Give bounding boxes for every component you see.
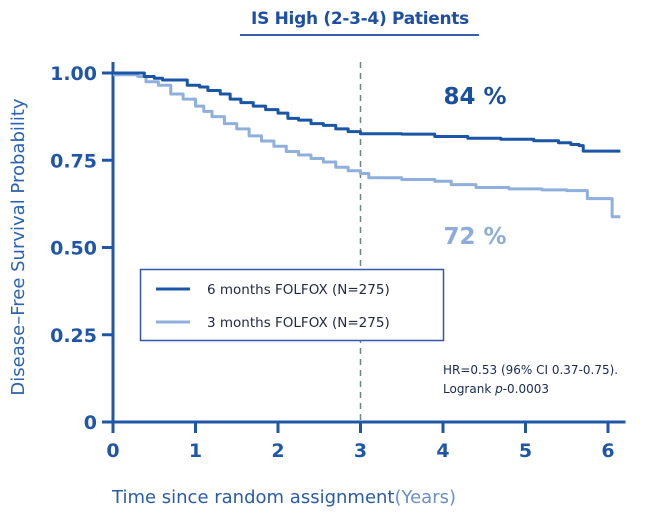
y-axis-label: Disease–Free Survival Probability	[8, 98, 29, 396]
x-axis-label-unit: (Years)	[394, 487, 456, 508]
hazard-ratio-text: HR=0.53 (96% CI 0.37-0.75).	[443, 363, 618, 377]
y-tick-label: 0.25	[50, 325, 97, 347]
series-group	[113, 71, 621, 219]
x-tick-label: 4	[436, 440, 449, 462]
logrank-prefix: Logrank	[443, 382, 495, 396]
x-tick-label: 3	[354, 440, 367, 462]
axes	[102, 62, 626, 433]
series-line-6-months	[113, 71, 621, 153]
x-tick-label: 1	[189, 440, 202, 462]
logrank-text: Logrank p-0.0003	[443, 382, 549, 396]
x-tick-label: 0	[106, 440, 119, 462]
annotation-6-months-pct: 84 %	[443, 84, 506, 110]
legend-box	[139, 268, 445, 342]
y-ticks: 0 0.25 0.50 0.75 1.00	[50, 63, 113, 434]
chart-title: IS High (2-3-4) Patients	[251, 9, 469, 29]
x-axis-label-main: Time since random assignment	[111, 487, 394, 508]
legend-label-6-months: 6 months FOLFOX (N=275)	[207, 282, 390, 298]
y-tick-label: 0.75	[50, 150, 97, 172]
x-ticks: 0 1 2 3 4 5 6	[106, 422, 615, 462]
y-tick-label: 0.50	[50, 238, 97, 260]
x-axis-label: Time since random assignment(Years)	[111, 487, 456, 508]
x-tick-label: 5	[519, 440, 532, 462]
legend-label-3-months: 3 months FOLFOX (N=275)	[207, 315, 390, 331]
y-tick-label: 1.00	[50, 63, 97, 85]
legend: 6 months FOLFOX (N=275) 3 months FOLFOX …	[139, 268, 445, 342]
y-tick-label: 0	[84, 412, 97, 434]
x-tick-label: 2	[271, 440, 284, 462]
annotation-3-months-pct: 72 %	[443, 224, 506, 250]
logrank-p-symbol: p	[494, 382, 503, 396]
logrank-value: -0.0003	[503, 382, 549, 396]
series-line-3-months	[113, 73, 621, 219]
x-tick-label: 6	[601, 440, 614, 462]
